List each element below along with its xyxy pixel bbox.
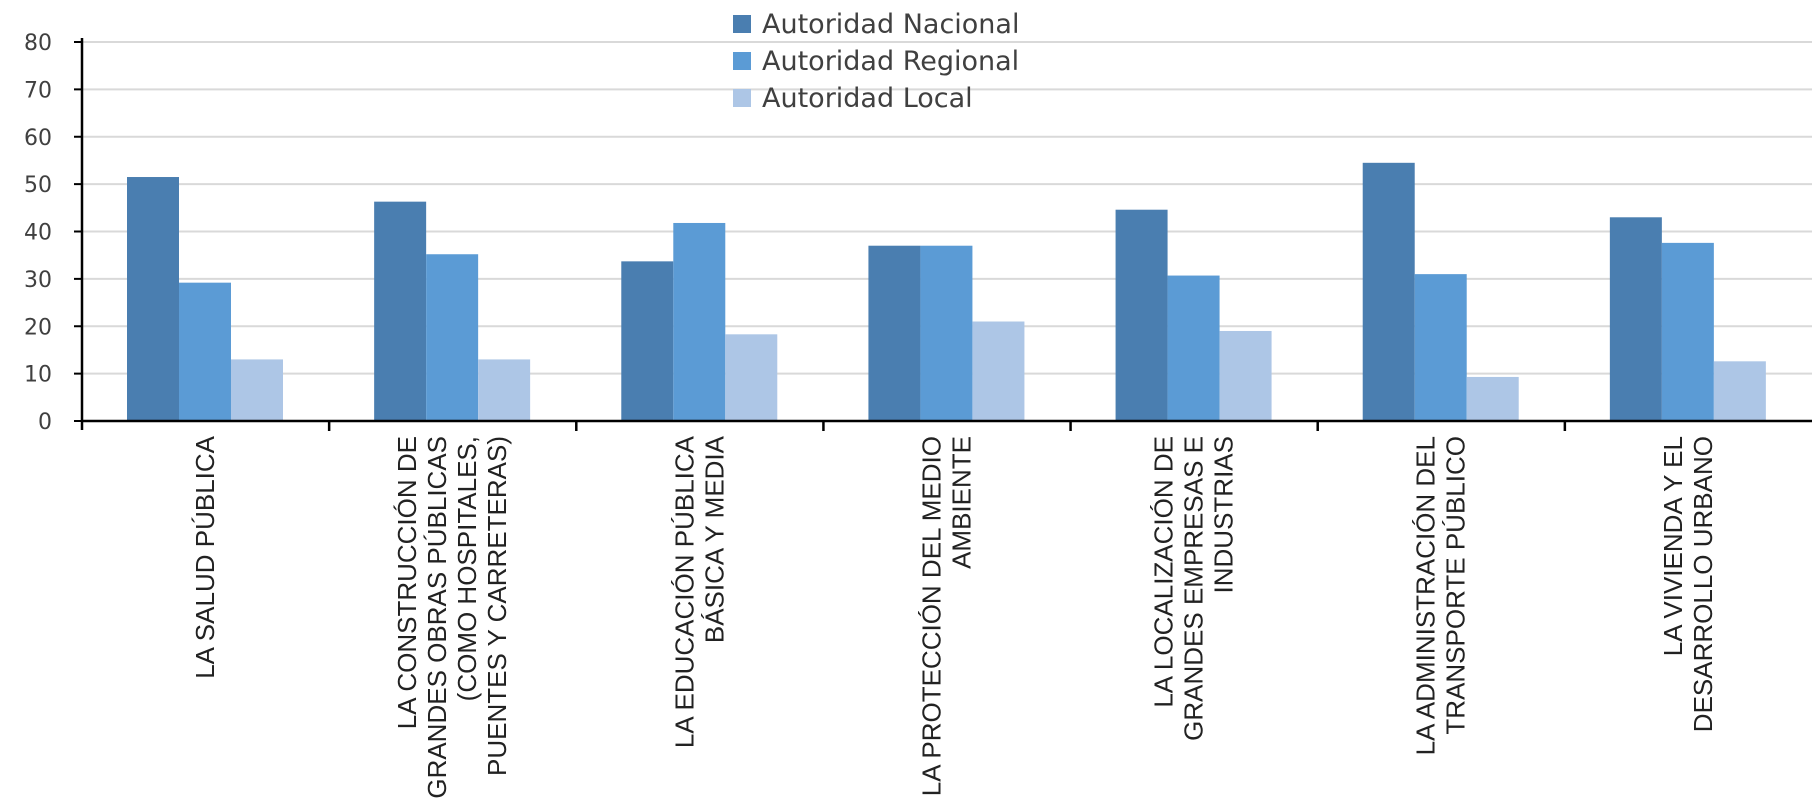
y-tick-label: 50 bbox=[24, 173, 52, 198]
y-tick-label: 0 bbox=[38, 410, 52, 435]
legend: Autoridad Nacional Autoridad Regional Auto… bbox=[733, 9, 1019, 114]
bar-3-4 bbox=[972, 321, 1025, 421]
bar-2-1 bbox=[179, 282, 231, 421]
bar-2-6 bbox=[1414, 274, 1467, 421]
category-label-line: LA LOCALIZACIÓN DE bbox=[1149, 436, 1179, 708]
category-label-5: LA LOCALIZACIÓN DE GRANDES EMPRESAS E INDU… bbox=[1149, 436, 1239, 741]
category-label-7: LA VIVIENDA Y EL DESARROLLO URBANO bbox=[1658, 436, 1718, 732]
bar-1-7 bbox=[1609, 217, 1662, 421]
category-label-line: INDUSTRIAS bbox=[1209, 436, 1239, 593]
category-label-line: LA EDUCACIÓN PÚBLICA bbox=[669, 435, 699, 748]
legend-swatch-3 bbox=[733, 89, 751, 107]
bar-3-7 bbox=[1713, 361, 1766, 421]
y-tick-label: 10 bbox=[24, 363, 52, 388]
x-axis-category-labels: LA SALUD PÚBLICA LA CONSTRUCCIÓN DE GRANDE… bbox=[190, 435, 1718, 798]
category-label-1: LA SALUD PÚBLICA bbox=[190, 435, 220, 678]
bars bbox=[127, 162, 1766, 421]
category-label-line: (COMO HOSPITALES, bbox=[452, 436, 482, 701]
category-label-3: LA EDUCACIÓN PÚBLICA BÁSICA Y MEDIA bbox=[669, 435, 729, 748]
legend-swatch-1 bbox=[733, 15, 751, 33]
bar-3-1 bbox=[231, 359, 283, 421]
category-label-line: GRANDES OBRAS PÚBLICAS bbox=[422, 436, 452, 799]
category-label-line: GRANDES EMPRESAS E bbox=[1179, 436, 1209, 741]
category-label-6: LA ADMINISTRACIÓN DEL TRANSPORTE PÚBLICO bbox=[1411, 436, 1471, 755]
bar-3-6 bbox=[1466, 376, 1519, 421]
bar-1-4 bbox=[868, 245, 921, 421]
category-label-line: BÁSICA Y MEDIA bbox=[699, 435, 729, 643]
bar-1-3 bbox=[621, 261, 674, 421]
y-tick-label: 60 bbox=[24, 126, 52, 151]
category-label-line: LA ADMINISTRACIÓN DEL bbox=[1411, 436, 1441, 755]
category-label-2: LA CONSTRUCCIÓN DE GRANDES OBRAS PÚBLICAS… bbox=[392, 436, 512, 799]
bar-1-6 bbox=[1362, 162, 1415, 421]
y-tick-label: 80 bbox=[24, 31, 52, 56]
y-tick-label: 40 bbox=[24, 221, 52, 246]
axes bbox=[74, 38, 1812, 431]
legend-label-1: Autoridad Nacional bbox=[762, 9, 1019, 40]
bar-3-3 bbox=[725, 334, 778, 421]
category-label-line: PUENTES Y CARRETERAS) bbox=[482, 436, 512, 776]
y-tick-label: 20 bbox=[24, 315, 52, 340]
legend-label-3: Autoridad Local bbox=[762, 83, 973, 114]
bar-3-2 bbox=[478, 359, 531, 421]
category-label-4: LA PROTECCIÓN DEL MEDIO AMBIENTE bbox=[916, 436, 976, 796]
legend-swatch-2 bbox=[733, 52, 751, 70]
y-tick-label: 30 bbox=[24, 268, 52, 293]
bar-2-2 bbox=[426, 254, 479, 421]
bar-1-5 bbox=[1115, 209, 1168, 421]
category-label-line: LA VIVIENDA Y EL bbox=[1658, 436, 1688, 656]
category-label-line: AMBIENTE bbox=[946, 436, 976, 569]
bar-3-5 bbox=[1219, 330, 1272, 421]
category-label-line: TRANSPORTE PÚBLICO bbox=[1441, 436, 1471, 735]
y-tick-label: 70 bbox=[24, 78, 52, 103]
category-label-line: LA CONSTRUCCIÓN DE bbox=[392, 436, 422, 729]
bar-1-2 bbox=[374, 201, 427, 421]
y-axis-tick-labels: 0 10 20 30 40 50 60 70 80 bbox=[24, 31, 52, 435]
category-label-line: LA SALUD PÚBLICA bbox=[190, 435, 220, 678]
bar-2-7 bbox=[1661, 242, 1714, 421]
category-label-line: LA PROTECCIÓN DEL MEDIO bbox=[916, 436, 946, 796]
bar-2-3 bbox=[673, 222, 726, 421]
bar-1-1 bbox=[127, 177, 179, 421]
legend-label-2: Autoridad Regional bbox=[762, 46, 1019, 77]
bar-2-5 bbox=[1167, 275, 1220, 421]
category-label-line: DESARROLLO URBANO bbox=[1688, 436, 1718, 732]
bar-2-4 bbox=[920, 245, 973, 421]
